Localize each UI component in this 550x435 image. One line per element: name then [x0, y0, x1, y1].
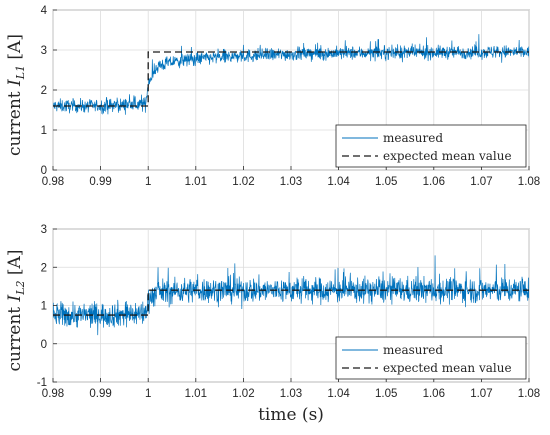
- x-tick-label: 1: [145, 388, 151, 400]
- legend: measured expected mean value: [335, 336, 527, 380]
- x-axis-label: time (s): [258, 405, 324, 425]
- x-tick-label: 1.07: [470, 176, 492, 188]
- grid-lines: [52, 228, 530, 383]
- x-tick-label: 1.05: [375, 388, 397, 400]
- y-axis-label-variable: I: [5, 79, 25, 87]
- legend: measured expected mean value: [335, 124, 527, 168]
- legend-box: [335, 336, 527, 380]
- x-tick-label: 1.03: [280, 176, 302, 188]
- y-axis-label-variable: I: [5, 295, 25, 303]
- x-tick-label: 1.05: [375, 176, 397, 188]
- x-tick-label: 1.07: [470, 388, 492, 400]
- y-axis-label-unit: [A]: [5, 34, 25, 65]
- y-tick-label: 0: [41, 339, 47, 351]
- y-tick-label: -1: [37, 377, 47, 389]
- y-tick-label: 3: [41, 45, 47, 57]
- x-tick-label: 1.02: [232, 176, 254, 188]
- y-tick-label: 3: [41, 224, 47, 236]
- legend-label-measured: measured: [383, 343, 443, 357]
- data-layer: [53, 34, 529, 115]
- x-tick-label: 1.04: [327, 176, 350, 188]
- x-tick-label: 1.08: [518, 176, 540, 188]
- y-tick-label: 1: [41, 125, 47, 137]
- x-tick-label: 0.99: [89, 176, 111, 188]
- x-tick-label: 1.06: [423, 388, 445, 400]
- series-line-measured: [53, 255, 529, 336]
- legend-label-measured: measured: [383, 131, 443, 145]
- y-axis-label-unit: [A]: [5, 250, 25, 281]
- tick-labels: 0.98 0.99 1 1.01 1.02 1.03 1.04 1.05 1.06 1.07 1.0…: [37, 224, 540, 400]
- x-tick-label: 1.03: [280, 388, 302, 400]
- series-line-expected-mean: [53, 51, 529, 107]
- x-tick-label: 1.02: [232, 388, 254, 400]
- y-axis-label-subscript: L2: [14, 280, 27, 295]
- series-line-expected-mean: [53, 289, 529, 316]
- x-tick-label: 1.04: [327, 388, 350, 400]
- data-layer: [53, 255, 529, 336]
- x-tick-label: 1: [145, 176, 151, 188]
- legend-label-expected-mean: expected mean value: [383, 361, 512, 375]
- y-tick-label: 2: [41, 85, 47, 97]
- x-tick-label: 0.99: [89, 388, 111, 400]
- legend-box: [335, 124, 527, 168]
- tick-labels: 0.98 0.99 1 1.01 1.02 1.03 1.04 1.05 1.06 1.07 1.0…: [41, 5, 541, 188]
- y-axis-label-prefix: current: [5, 302, 25, 372]
- x-tick-label: 1.06: [423, 176, 445, 188]
- legend-label-expected-mean: expected mean value: [383, 149, 512, 163]
- y-tick-label: 0: [41, 165, 47, 177]
- y-tick-label: 4: [41, 5, 48, 17]
- y-axis-label-subscript: L1: [14, 65, 27, 80]
- y-axis-label: current IL2 [A]: [5, 250, 27, 372]
- plot-current-il2: 0.98 0.99 1 1.01 1.02 1.03 1.04 1.05 1.06 1.07 1.0…: [5, 224, 540, 425]
- y-axis-label-prefix: current: [5, 86, 25, 156]
- x-tick-label: 1.01: [185, 388, 207, 400]
- x-tick-label: 0.98: [42, 176, 64, 188]
- y-tick-label: 1: [41, 301, 47, 313]
- x-tick-label: 1.08: [518, 388, 540, 400]
- x-tick-label: 0.98: [42, 388, 64, 400]
- y-tick-label: 2: [41, 262, 47, 274]
- plot-current-il1: 0.98 0.99 1 1.01 1.02 1.03 1.04 1.05 1.06 1.07 1.0…: [5, 5, 540, 188]
- y-axis-label: current IL1 [A]: [5, 34, 27, 156]
- x-tick-label: 1.01: [185, 176, 207, 188]
